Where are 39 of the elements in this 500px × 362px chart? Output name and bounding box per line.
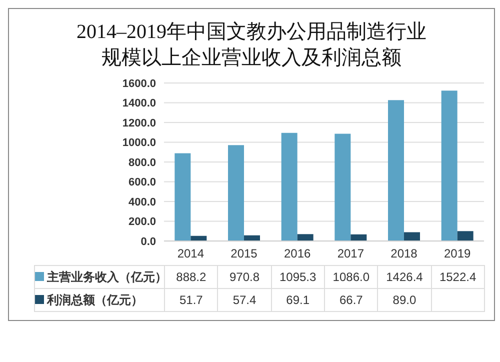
y-tick-label: 1200.0 <box>122 117 156 130</box>
bar <box>457 231 474 241</box>
legend-label: 主营业务收入（亿元） <box>34 266 167 288</box>
chart-title: 2014–2019年中国文教办公用品制造行业规模以上企业营业收入及利润总额 <box>76 20 428 71</box>
y-tick-label: 400.0 <box>128 196 156 208</box>
x-tick-label: 2018 <box>390 246 418 261</box>
data-label: 1086.0 <box>324 266 378 288</box>
y-tick-label: 600.0 <box>128 176 156 189</box>
data-label: 89.0 <box>378 288 432 312</box>
data-label: 1426.4 <box>378 266 432 288</box>
y-tick-label: 1600.0 <box>122 78 156 90</box>
data-label: 1095.3 <box>271 266 324 288</box>
bar <box>350 234 367 241</box>
x-tick-label: 2015 <box>230 246 258 261</box>
bar <box>228 145 244 241</box>
x-tick-label: 2014 <box>177 246 204 261</box>
data-label: 1522.4 <box>431 266 484 288</box>
y-tick-label: 1000.0 <box>122 137 156 150</box>
bar <box>297 234 314 241</box>
data-label: 57.4 <box>218 288 272 312</box>
data-label: 51.7 <box>164 288 218 312</box>
data-label: 888.2 <box>176 270 206 284</box>
data-label: 66.7 <box>324 288 378 312</box>
data-label: 69.1 <box>271 288 324 312</box>
y-tick-label: 200.0 <box>128 216 156 228</box>
y-tick-label: 0.0 <box>140 236 156 248</box>
bar <box>441 90 458 241</box>
legend-label: 利润总额（亿元） <box>34 288 164 312</box>
bar <box>388 100 404 241</box>
x-tick-label: 2017 <box>337 246 364 261</box>
data-label: 970.8 <box>218 266 272 288</box>
bar <box>334 134 351 241</box>
bar <box>404 232 420 241</box>
x-tick-label: 2016 <box>284 246 312 261</box>
y-tick-label: 1400.0 <box>122 98 156 110</box>
y-tick-label: 800.0 <box>128 156 156 169</box>
bar <box>174 153 191 241</box>
x-tick-label: 2019 <box>444 246 472 261</box>
bar <box>281 132 298 241</box>
